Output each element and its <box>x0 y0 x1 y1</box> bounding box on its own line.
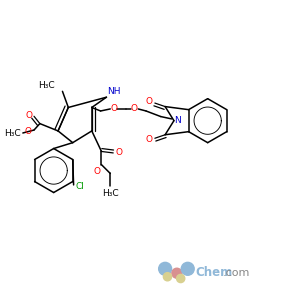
Text: O: O <box>110 104 117 113</box>
Circle shape <box>177 274 185 283</box>
Text: Chem: Chem <box>195 266 232 279</box>
Text: O: O <box>131 104 138 113</box>
Circle shape <box>172 268 182 278</box>
Text: N: N <box>175 116 181 125</box>
Text: O: O <box>94 167 101 176</box>
Text: H₃C: H₃C <box>4 129 20 138</box>
Circle shape <box>159 262 172 275</box>
Circle shape <box>164 273 172 281</box>
Text: NH: NH <box>107 87 121 96</box>
Circle shape <box>181 262 194 275</box>
Text: O: O <box>25 127 32 136</box>
Text: H₃C: H₃C <box>102 189 119 198</box>
Text: H₃C: H₃C <box>38 81 55 90</box>
Text: O: O <box>115 148 122 158</box>
Text: O: O <box>146 135 152 144</box>
Text: O: O <box>25 111 32 120</box>
Text: O: O <box>146 97 152 106</box>
Text: .com: .com <box>223 268 250 278</box>
Text: Cl: Cl <box>75 182 84 191</box>
